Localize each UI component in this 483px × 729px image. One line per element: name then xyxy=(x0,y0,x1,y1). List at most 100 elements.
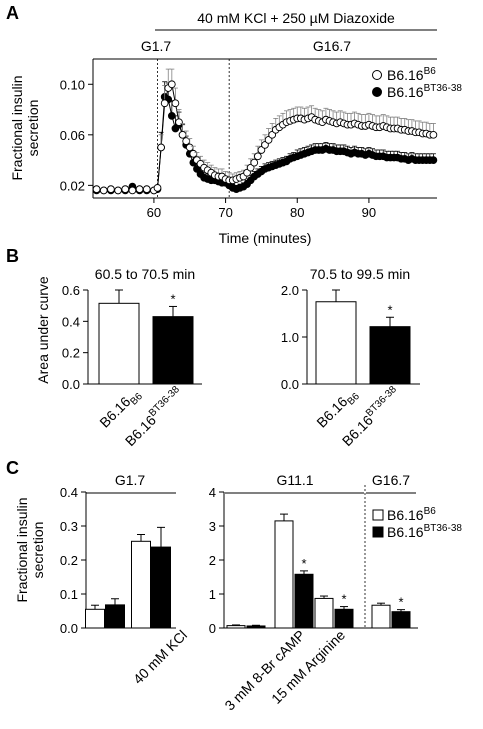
chart-a-legend-b6-base: B6.16 xyxy=(387,67,424,83)
chart-c2-legend-bt: B6.16BT36-38 xyxy=(387,523,462,540)
chart-a-x-tick-label: 70 xyxy=(218,205,232,220)
chart-a-point xyxy=(250,158,259,167)
chart-a-y-label-line2: secretion xyxy=(25,100,41,157)
chart-b1-bar xyxy=(152,316,194,385)
chart-a-legend-bt: B6.16BT36-38 xyxy=(387,83,462,100)
chart-b2-y-tick-label: 1.0 xyxy=(281,330,299,345)
chart-c2-group-g167: G16.7 xyxy=(372,472,410,488)
chart-c1-y-tick-label: 0.4 xyxy=(60,485,78,500)
chart-c1-y-label-line2: secretion xyxy=(30,522,46,579)
chart-b1-y-tick-label: 0.6 xyxy=(62,283,80,298)
chart-b2-category-2: B6.16BT36-38 xyxy=(338,384,403,449)
chart-a-y-label-line1: Fractional insulin xyxy=(9,75,25,180)
chart-a-condition-low: G1.7 xyxy=(141,38,172,54)
chart-c2-y-tick-label: 0 xyxy=(209,621,216,636)
chart-a-legend-bt-base: B6.16 xyxy=(387,84,424,100)
chart-b2-y-tick-label: 0.0 xyxy=(281,377,299,392)
chart-c2-legend: B6.16B6 B6.16BT36-38 xyxy=(372,506,462,540)
chart-a-point xyxy=(153,184,162,192)
chart-c1-y-tick-label: 0.1 xyxy=(60,587,78,602)
chart-a-x-tick-label: 80 xyxy=(290,205,304,220)
chart-c2-significance: * xyxy=(341,592,346,607)
chart-a-x-label: Time (minutes) xyxy=(219,230,312,246)
chart-a-legend-b6: B6.16B6 xyxy=(387,66,436,83)
chart-a-point xyxy=(171,99,180,108)
chart-a-point xyxy=(114,186,122,195)
chart-b2-y-tick-label: 2.0 xyxy=(281,283,299,298)
chart-c2-group-g111: G11.1 xyxy=(276,472,313,488)
chart-c2-legend-bt-base: B6.16 xyxy=(387,524,424,540)
chart-a-point xyxy=(178,130,187,139)
chart-c2-bar xyxy=(334,608,354,629)
chart-a-point xyxy=(92,185,101,194)
chart-a-legend: B6.16B6 B6.16BT36-38 xyxy=(372,66,462,100)
panel-label-a: A xyxy=(6,3,19,23)
panel-label-b: B xyxy=(6,246,19,266)
chart-c2-legend-bt-sup: BT36-38 xyxy=(424,523,463,534)
chart-c1-bar xyxy=(105,604,125,629)
chart-b2-bar xyxy=(369,326,411,385)
chart-b1-bar xyxy=(98,302,140,385)
chart-c2-legend-b6: B6.16B6 xyxy=(387,506,436,523)
chart-c2-y-tick-label: 3 xyxy=(209,519,216,534)
chart-b2-title: 70.5 to 99.5 min xyxy=(310,266,410,282)
chart-a-x-tick-label: 90 xyxy=(362,205,376,220)
chart-a-legend-b6-sup: B6 xyxy=(424,66,437,77)
chart-c1-y-tick-label: 0.0 xyxy=(60,621,78,636)
chart-c1-bar xyxy=(131,540,151,629)
chart-c2-significance: * xyxy=(398,595,403,610)
chart-c2-bar xyxy=(314,597,334,629)
chart-c1-y-tick-label: 0.3 xyxy=(60,519,78,534)
chart-a-point xyxy=(107,185,115,194)
chart-a-x-tick-label: 60 xyxy=(147,205,161,220)
chart-b1-y-tick-label: 0.4 xyxy=(62,314,80,329)
legend-marker-bt xyxy=(372,87,382,97)
chart-a-point xyxy=(99,186,108,195)
chart-a-y-tick-label: 0.02 xyxy=(60,178,85,193)
legend-swatch-b6 xyxy=(372,509,384,521)
chart-b1-significance: * xyxy=(170,291,175,306)
chart-c2-significance: * xyxy=(301,556,306,571)
chart-c2-y-tick-label: 2 xyxy=(209,553,216,568)
chart-c2-legend-b6-base: B6.16 xyxy=(387,507,424,523)
chart-c2-bar xyxy=(226,625,246,629)
chart-c2-bar xyxy=(246,625,266,629)
chart-a-point xyxy=(189,149,198,158)
chart-c2-legend-b6-sup: B6 xyxy=(424,506,437,517)
panel-label-c: C xyxy=(6,458,19,478)
chart-b1-title: 60.5 to 70.5 min xyxy=(95,266,195,282)
chart-c1-y-label-line1: Fractional insulin xyxy=(14,497,30,602)
chart-b1-category-2: B6.16BT36-38 xyxy=(121,384,186,449)
chart-c1: G1.7 Fractional insulin secretion 0.0 0.1… xyxy=(14,472,190,687)
chart-c1-y-tick-label: 0.2 xyxy=(60,553,78,568)
chart-c2-bar xyxy=(371,604,391,629)
chart-c1-category-kcl: 40 mM KCl xyxy=(130,627,190,687)
chart-a-condition-top: 40 mM KCl + 250 µM Diazoxide xyxy=(197,10,395,26)
chart-b2-significance: * xyxy=(387,302,392,317)
chart-a-point xyxy=(160,99,169,108)
chart-b2-category-2-sup: BT36-38 xyxy=(364,384,399,419)
legend-marker-b6 xyxy=(372,70,382,80)
chart-a-point xyxy=(128,186,137,195)
chart-c1-group-g17: G1.7 xyxy=(115,472,146,488)
chart-c2-y-tick-label: 4 xyxy=(209,485,216,500)
chart-b1-y-label: Area under curve xyxy=(35,276,51,384)
chart-a-point xyxy=(135,185,144,194)
legend-swatch-bt xyxy=(372,526,384,538)
chart-a: 40 mM KCl + 250 µM Diazoxide G1.7 G16.7 … xyxy=(9,10,462,246)
chart-b1-y-tick-label: 0.2 xyxy=(62,346,80,361)
chart-c2-category-arginine: 15 mM Arginine xyxy=(268,627,348,707)
chart-a-point xyxy=(121,185,130,194)
chart-a-point xyxy=(185,143,194,152)
chart-c2-bar xyxy=(294,573,314,629)
chart-a-point xyxy=(175,118,183,127)
chart-b2: 70.5 to 99.5 min 0.01.02.0 * B6.16B6 B6.… xyxy=(281,266,420,449)
chart-c2-bar xyxy=(274,520,294,629)
chart-b2-bar xyxy=(315,301,357,385)
chart-c1-bar xyxy=(151,546,171,629)
chart-a-point xyxy=(253,152,262,161)
chart-c2-y-tick-label: 1 xyxy=(209,587,216,602)
chart-b1-category-2-sup: BT36-38 xyxy=(147,384,182,419)
chart-b1: 60.5 to 70.5 min Area under curve 0.0 0.2… xyxy=(35,266,202,449)
